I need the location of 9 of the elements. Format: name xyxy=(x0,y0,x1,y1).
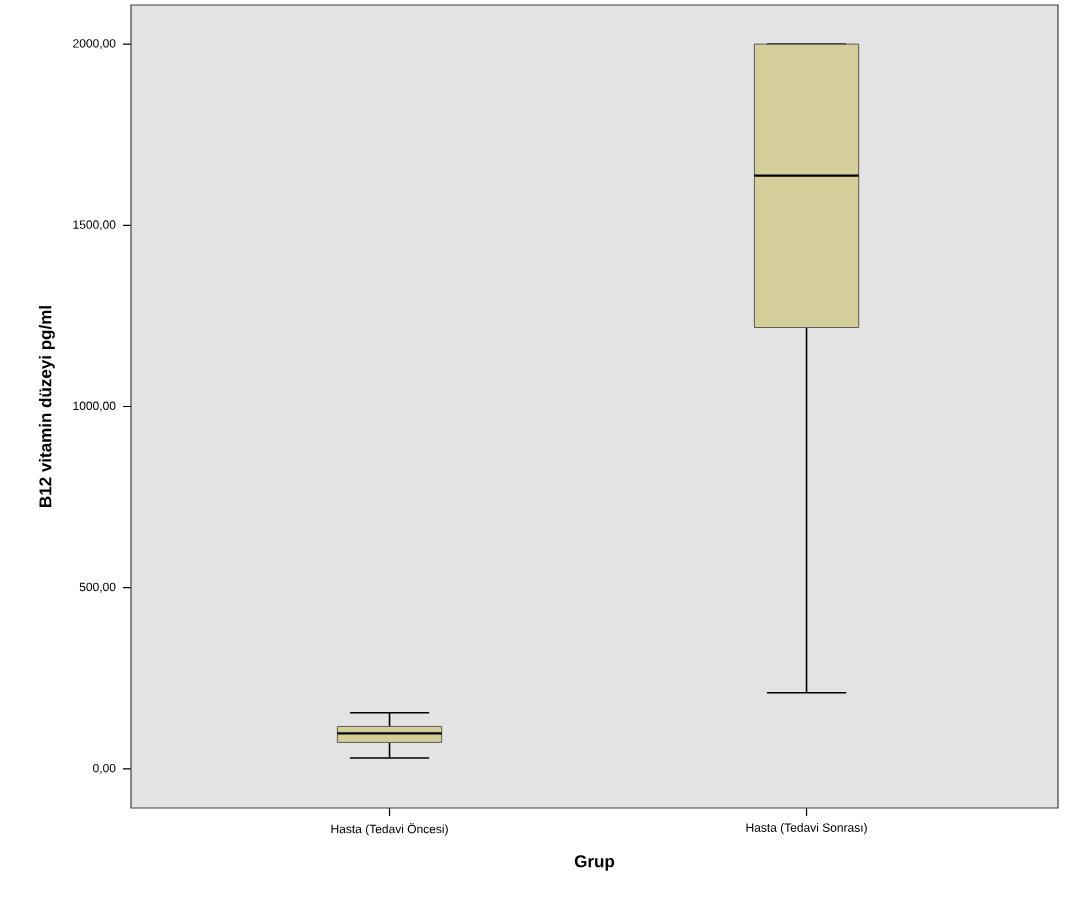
y-tick-label: 0,00 xyxy=(93,763,116,774)
x-tick-label: Hasta (Tedavi Öncesi) xyxy=(331,823,448,836)
y-tick-label: 500,00 xyxy=(79,582,116,593)
y-tick-label: 1500,00 xyxy=(73,220,116,231)
y-tick-label: 2000,00 xyxy=(73,39,116,50)
x-axis-title: Grup xyxy=(574,855,615,871)
y-tick-label: 1000,00 xyxy=(73,401,116,412)
y-axis-title: B12 vitamin düzeyi pg/ml xyxy=(38,306,55,507)
x-tick-label: Hasta (Tedavi Sonrası) xyxy=(746,823,867,835)
